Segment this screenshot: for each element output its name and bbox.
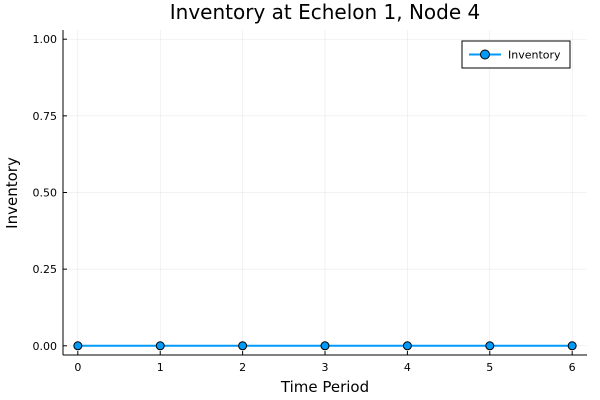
y-tick-label: 0.75 bbox=[33, 110, 58, 123]
x-tick-label: 2 bbox=[239, 361, 246, 374]
data-point bbox=[73, 341, 83, 351]
y-tick-label: 0.50 bbox=[33, 187, 58, 200]
x-tick-label: 0 bbox=[74, 361, 81, 374]
data-point bbox=[402, 341, 412, 351]
x-tick-label: 3 bbox=[322, 361, 329, 374]
legend-marker bbox=[480, 49, 490, 60]
chart-title: Inventory at Echelon 1, Node 4 bbox=[170, 0, 481, 24]
x-axis-label: Time Period bbox=[280, 378, 369, 396]
legend: Inventory bbox=[461, 40, 571, 69]
legend-label: Inventory bbox=[508, 49, 561, 62]
y-ticks: 0.00 0.25 0.50 0.75 1.00 bbox=[33, 33, 67, 353]
data-point bbox=[320, 341, 330, 351]
y-tick-label: 0.00 bbox=[33, 340, 58, 353]
data-point bbox=[485, 341, 495, 351]
legend-box bbox=[461, 40, 571, 69]
x-ticks: 0 1 2 3 4 5 6 bbox=[74, 351, 576, 374]
data-point bbox=[567, 341, 577, 351]
x-tick-label: 6 bbox=[569, 361, 576, 374]
data-point bbox=[238, 341, 248, 351]
y-axis-label: Inventory bbox=[3, 157, 21, 229]
y-tick-label: 1.00 bbox=[33, 33, 58, 46]
data-point bbox=[155, 341, 165, 351]
y-tick-label: 0.25 bbox=[33, 263, 58, 276]
x-tick-label: 5 bbox=[486, 361, 493, 374]
x-tick-label: 4 bbox=[404, 361, 411, 374]
series-layer bbox=[73, 341, 577, 351]
x-tick-label: 1 bbox=[157, 361, 164, 374]
